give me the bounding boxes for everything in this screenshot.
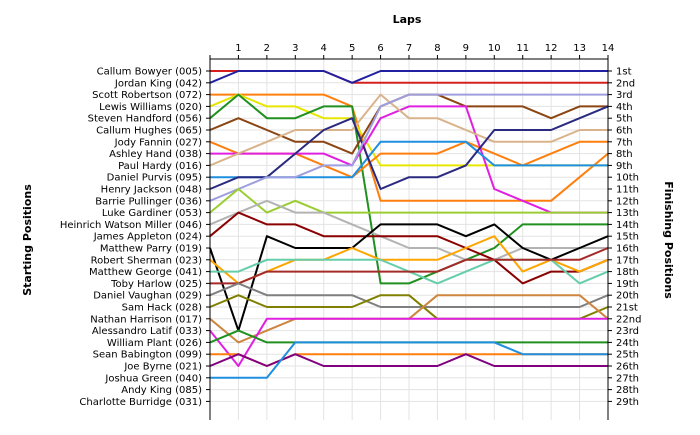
finish-position-label: 23rd — [616, 326, 639, 337]
x-tick-label: 1 — [235, 43, 241, 54]
start-position-label: Robert Sherman (023) — [91, 255, 202, 266]
finish-position-label: 2nd — [616, 78, 635, 89]
axes — [206, 55, 612, 420]
finish-position-label: 18th — [616, 267, 639, 278]
x-axis-title: Laps — [393, 13, 422, 26]
start-position-label: Scott Robertson (072) — [92, 90, 202, 101]
start-position-label: Alessandro Latif (033) — [92, 326, 202, 337]
series-line — [209, 223, 609, 332]
series-line — [209, 105, 609, 190]
start-position-label: Matthew Parry (019) — [100, 244, 202, 255]
finish-position-label: 8th — [616, 149, 633, 160]
start-position-label: James Appleton (024) — [93, 232, 202, 243]
series-line — [210, 105, 608, 214]
finish-position-label: 22nd — [616, 314, 641, 325]
finish-position-label: 1st — [616, 67, 632, 78]
series-line — [210, 247, 609, 285]
finish-position-label: 16th — [616, 244, 639, 255]
finish-position-label: 25th — [616, 350, 639, 361]
x-tick-label: 5 — [349, 43, 355, 54]
x-tick-label: 8 — [434, 43, 440, 54]
finish-position-label: 21st — [616, 303, 638, 314]
finish-position-label: 4th — [616, 102, 633, 113]
x-tick-label: 3 — [292, 43, 298, 54]
finish-position-label: 17th — [616, 255, 639, 266]
start-position-label: Heinrich Watson Miller (046) — [60, 220, 202, 231]
start-position-label: Ashley Hand (038) — [109, 149, 202, 160]
series-line — [209, 353, 608, 367]
finish-position-label: 12th — [616, 196, 639, 207]
start-position-label: Toby Harlow (025) — [110, 279, 202, 290]
series-line — [209, 70, 608, 84]
start-position-label: Jody Fannin (027) — [114, 137, 202, 148]
start-position-label: Daniel Vaughan (029) — [93, 291, 202, 302]
finish-position-label: 3rd — [616, 90, 633, 101]
start-position-label: Charlotte Burridge (031) — [79, 397, 202, 408]
start-position-label: Sean Babington (099) — [93, 350, 202, 361]
x-tick-label: 9 — [463, 43, 469, 54]
finish-position-label: 6th — [616, 126, 633, 137]
start-position-label: Callum Bowyer (005) — [97, 67, 202, 78]
finish-position-label: 9th — [616, 161, 633, 172]
x-tick-label: 14 — [602, 43, 615, 54]
finish-position-label: 29th — [616, 397, 639, 408]
finish-position-label: 19th — [616, 279, 639, 290]
start-position-label: Luke Gardiner (053) — [102, 208, 202, 219]
x-tick-label: 12 — [545, 43, 558, 54]
finish-position-label: 14th — [616, 220, 639, 231]
start-position-label: Steven Handford (056) — [88, 114, 202, 125]
start-position-label: Matthew George (041) — [89, 267, 202, 278]
finish-position-label: 27th — [616, 373, 639, 384]
start-position-label: Henry Jackson (048) — [101, 185, 202, 196]
start-position-label: William Plant (026) — [107, 338, 202, 349]
series-line — [209, 188, 608, 214]
start-position-label: Nathan Harrison (017) — [90, 314, 202, 325]
finish-position-label: 10th — [616, 173, 639, 184]
finish-position-label: 7th — [616, 137, 633, 148]
series-line — [209, 93, 608, 202]
series-line — [209, 235, 609, 285]
x-tick-label: 10 — [488, 43, 501, 54]
finish-position-label: 26th — [616, 362, 639, 373]
y-axis-title-right: Finishing Positions — [662, 181, 675, 299]
finish-position-label: 11th — [616, 185, 639, 196]
start-position-label: Lewis Williams (020) — [99, 102, 202, 113]
start-position-label: Barrie Pullinger (036) — [95, 196, 202, 207]
start-position-label: Daniel Purvis (095) — [107, 173, 202, 184]
finish-position-label: 15th — [616, 232, 639, 243]
x-tick-label: 11 — [516, 43, 529, 54]
start-position-label: Joe Byrne (021) — [123, 362, 202, 373]
finish-position-label: 20th — [616, 291, 639, 302]
start-position-label: Joshua Green (040) — [104, 373, 202, 384]
series-line — [209, 93, 608, 285]
start-position-label: Callum Hughes (065) — [96, 126, 202, 137]
x-tick-label: 7 — [406, 43, 412, 54]
finish-position-label: 24th — [616, 338, 639, 349]
start-position-label: Jordan King (042) — [114, 78, 202, 89]
y-axis-title-left: Starting Positions — [21, 184, 34, 296]
series-lines — [209, 70, 609, 379]
series-line — [210, 93, 609, 202]
series-line — [209, 211, 609, 285]
x-tick-label: 4 — [321, 43, 327, 54]
x-tick-label: 13 — [573, 43, 586, 54]
series-line — [210, 341, 608, 379]
series-line — [209, 199, 608, 261]
x-tick-label: 2 — [264, 43, 270, 54]
series-line — [209, 282, 609, 308]
start-position-label: Andy King (085) — [121, 385, 202, 396]
x-tick-label: 6 — [377, 43, 383, 54]
start-position-label: Paul Hardy (016) — [118, 161, 202, 172]
series-line — [209, 317, 608, 367]
series-line — [209, 93, 608, 167]
finish-position-label: 28th — [616, 385, 639, 396]
start-position-label: Sam Hack (028) — [122, 303, 202, 314]
finish-position-label: 5th — [616, 114, 633, 125]
finish-position-label: 13th — [616, 208, 639, 219]
